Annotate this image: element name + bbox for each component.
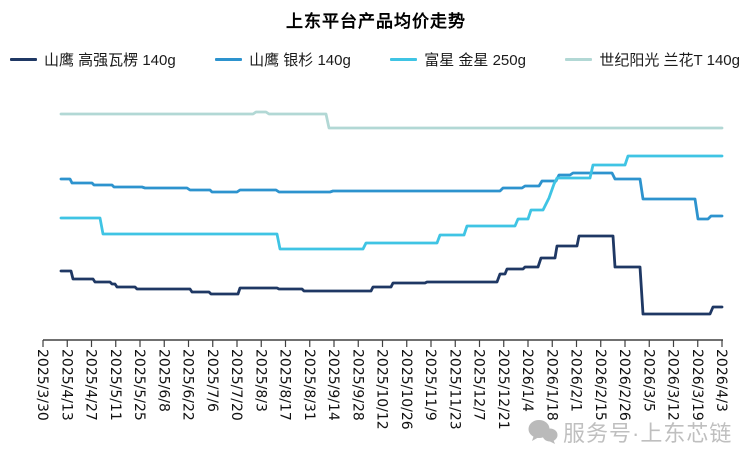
x-axis-label: 2025/9/14 (325, 349, 341, 421)
x-axis-label: 2026/4/3 (713, 349, 729, 412)
series-line-1 (59, 171, 724, 221)
series-line-3 (59, 110, 724, 130)
x-axis-label: 2025/4/13 (58, 349, 74, 421)
series-line-2 (59, 154, 724, 251)
x-axis-label: 2025/6/8 (155, 349, 171, 412)
x-axis-label: 2025/4/27 (83, 349, 99, 421)
x-axis-label: 2025/8/31 (301, 349, 317, 421)
watermark-text: 服务号·上东芯链 (563, 421, 733, 446)
x-axis-label: 2025/5/11 (107, 349, 123, 421)
x-axis-label: 2025/7/6 (204, 349, 220, 412)
x-axis-label: 2026/1/18 (543, 349, 559, 421)
x-axis-label: 2025/10/12 (374, 349, 390, 430)
x-axis-label: 2026/2/26 (616, 349, 632, 421)
legend-label: 富星 金星 250g (424, 52, 526, 69)
legend-label: 山鹰 高强瓦楞 140g (44, 52, 176, 69)
x-axis-label: 2025/12/7 (471, 349, 487, 421)
x-axis-label: 2025/9/28 (349, 349, 365, 421)
watermark: 服务号·上东芯链 (528, 416, 732, 448)
x-axis-label: 2026/3/5 (640, 349, 656, 412)
x-axis-label: 2026/2/15 (592, 349, 608, 421)
x-axis-label: 2025/8/3 (252, 349, 268, 412)
x-axis-label: 2026/2/1 (568, 349, 584, 412)
series-line-0 (59, 234, 724, 316)
legend-swatch-icon (215, 58, 243, 61)
legend-label: 世纪阳光 兰花T 140g (599, 52, 740, 69)
x-axis-label: 2026/1/4 (519, 349, 535, 412)
x-axis-label: 2025/7/20 (228, 349, 244, 421)
x-axis-label: 2025/8/17 (277, 349, 293, 421)
legend: 山鹰 高强瓦楞 140g 山鹰 银杉 140g 富星 金星 250g 世纪阳光 兰花T… (0, 49, 752, 70)
wechat-chat-bubbles-icon (528, 418, 558, 446)
legend-swatch-icon (565, 58, 593, 61)
x-axis-label: 2025/11/23 (446, 349, 462, 430)
legend-label: 山鹰 银杉 140g (249, 52, 351, 69)
legend-item-0: 山鹰 高强瓦楞 140g (10, 49, 176, 70)
legend-swatch-icon (390, 58, 418, 61)
x-axis-label: 2025/11/9 (422, 349, 438, 421)
chart-title: 上东平台产品均价走势 (286, 12, 466, 31)
x-axis-label: 2026/3/19 (689, 349, 705, 421)
x-axis-label: 2025/3/30 (34, 349, 50, 421)
x-axis-label: 2025/5/25 (131, 349, 147, 421)
legend-swatch-icon (10, 58, 37, 61)
legend-item-1: 山鹰 银杉 140g (215, 49, 351, 70)
x-axis-label: 2025/12/21 (495, 349, 511, 430)
x-axis-label: 2025/6/22 (180, 349, 196, 421)
legend-item-2: 富星 金星 250g (390, 49, 526, 70)
x-axis-label: 2026/3/12 (665, 349, 681, 421)
x-axis-label: 2025/10/26 (398, 349, 414, 430)
legend-item-3: 世纪阳光 兰花T 140g (565, 49, 740, 70)
